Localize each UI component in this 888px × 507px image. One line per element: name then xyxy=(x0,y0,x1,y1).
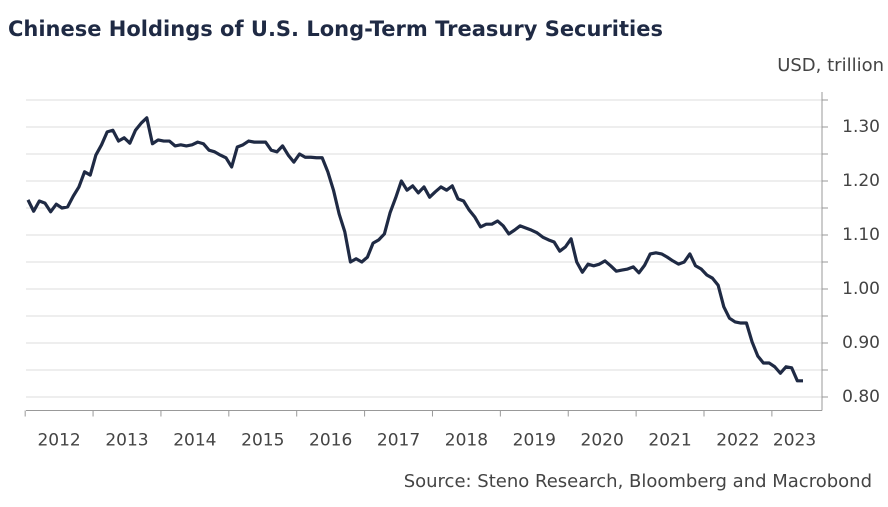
x-tick-label: 2013 xyxy=(105,431,148,451)
x-tick-label: 2022 xyxy=(716,431,759,451)
y-tick-label: 0.80 xyxy=(842,387,880,407)
x-tick-label: 2016 xyxy=(309,431,352,451)
x-tick-label: 2018 xyxy=(445,431,488,451)
source: Source: Steno Research, Bloomberg and Ma… xyxy=(404,471,872,492)
x-tick-label: 2015 xyxy=(241,431,284,451)
y-tick-label: 1.20 xyxy=(842,171,880,191)
x-tick-label: 2021 xyxy=(648,431,691,451)
y-tick-label: 0.90 xyxy=(842,333,880,353)
x-tick-label: 2019 xyxy=(513,431,556,451)
y-tick-label: 1.00 xyxy=(842,279,880,299)
data-line xyxy=(26,116,803,383)
chart-title: Chinese Holdings of U.S. Long-Term Treas… xyxy=(8,17,663,41)
x-tick-label: 2017 xyxy=(377,431,420,451)
y-tick-label: 1.10 xyxy=(842,225,880,245)
x-tick-label: 2020 xyxy=(581,431,624,451)
y-axis-label: USD, trillion xyxy=(777,55,884,76)
y-tick-label: 1.30 xyxy=(842,117,880,137)
x-tick-label: 2023 xyxy=(773,431,816,451)
x-tick-label: 2014 xyxy=(173,431,216,451)
x-tick-label: 2012 xyxy=(37,431,80,451)
